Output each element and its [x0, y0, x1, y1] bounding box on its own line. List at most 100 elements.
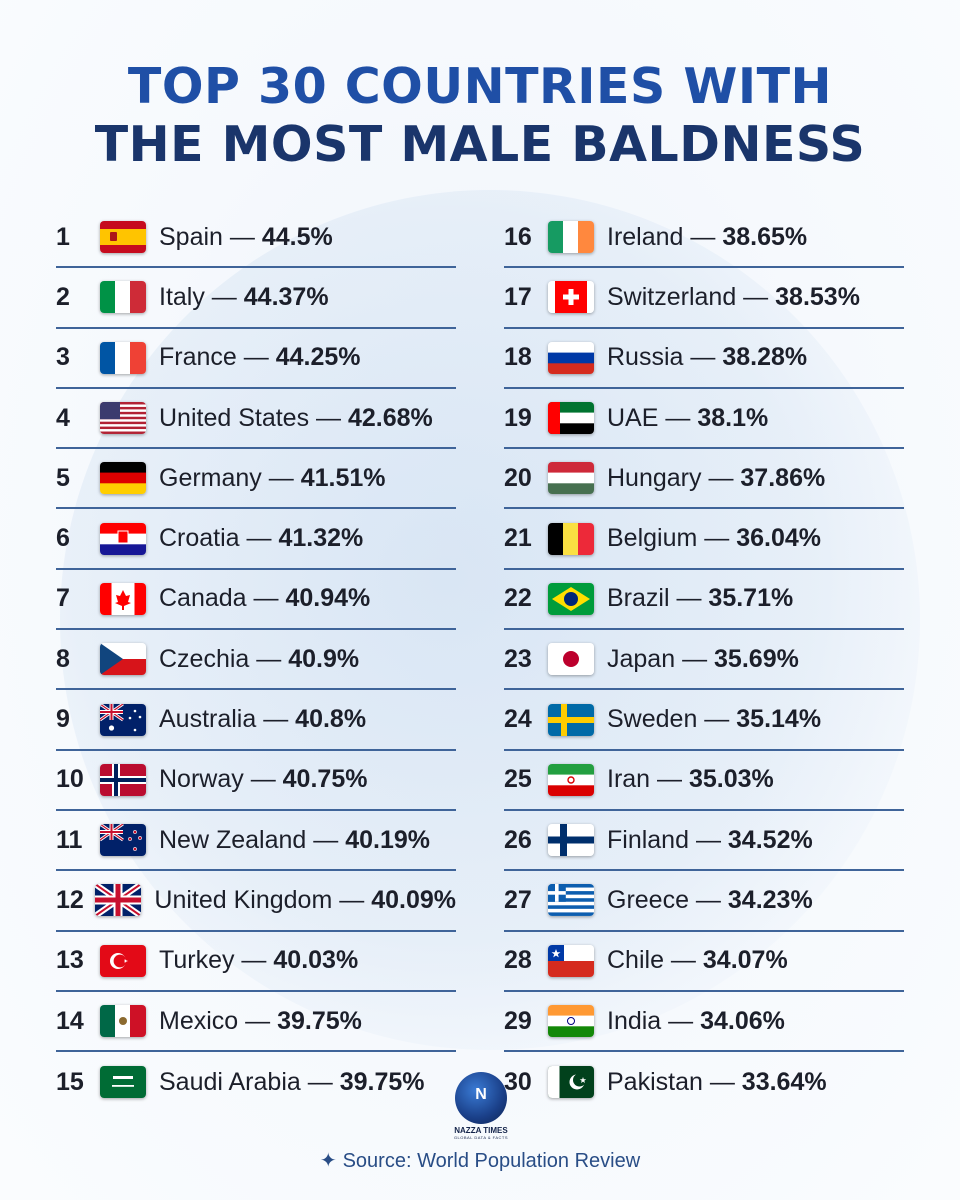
- rank-number: 7: [56, 584, 70, 613]
- country-entry: Switzerland — 38.53%: [607, 283, 860, 312]
- separator-dash: —: [222, 222, 262, 251]
- baldness-percentage: 34.07%: [702, 946, 788, 975]
- rank-number: 16: [504, 222, 532, 251]
- country-name: Switzerland: [607, 282, 737, 311]
- norway-flag-icon: [100, 763, 146, 796]
- belgium-flag-icon: [548, 522, 594, 555]
- pakistan-flag-icon: [548, 1066, 594, 1099]
- right-ranking-list: 16 Ireland — 38.65% 17 Switzerland — 38.53%…: [504, 208, 904, 1112]
- ranking-row: 13 Turkey — 40.03%: [56, 932, 456, 992]
- japan-flag-icon: [548, 643, 594, 676]
- brazil-flag-icon: [548, 582, 594, 615]
- ranking-row: 14 Mexico — 39.75%: [56, 992, 456, 1053]
- ranking-row: 9 Australia — 40.8%: [56, 690, 456, 751]
- country-name: Mexico: [159, 1006, 239, 1035]
- switzerland-flag-icon: [548, 281, 594, 314]
- ranking-row: 19 UAE — 38.1%: [504, 389, 904, 450]
- country-name: Italy: [159, 282, 205, 311]
- separator-dash: —: [658, 403, 698, 432]
- country-entry: Pakistan — 33.64%: [607, 1068, 827, 1097]
- country-entry: Sweden — 35.14%: [607, 705, 821, 734]
- separator-dash: —: [239, 524, 279, 553]
- country-name: Chile: [607, 946, 664, 975]
- country-entry: Norway — 40.75%: [159, 765, 367, 794]
- country-name: India: [607, 1006, 662, 1035]
- uae-flag-icon: [548, 402, 594, 435]
- country-entry: United States — 42.68%: [159, 404, 433, 433]
- separator-dash: —: [300, 1067, 340, 1096]
- baldness-percentage: 44.25%: [275, 343, 361, 372]
- sweden-flag-icon: [548, 703, 594, 736]
- country-name: Spain: [159, 222, 223, 251]
- country-name: Finland: [607, 825, 689, 854]
- russia-flag-icon: [548, 341, 594, 374]
- ranking-row: 8 Czechia — 40.9%: [56, 630, 456, 691]
- baldness-percentage: 38.65%: [722, 222, 808, 251]
- country-entry: Germany — 41.51%: [159, 464, 386, 493]
- separator-dash: —: [204, 282, 244, 311]
- separator-dash: —: [246, 584, 286, 613]
- ranking-row: 11 New Zealand — 40.19%: [56, 811, 456, 872]
- ranking-row: 7 Canada — 40.94%: [56, 570, 456, 631]
- separator-dash: —: [688, 885, 728, 914]
- rank-number: 18: [504, 343, 532, 372]
- separator-dash: —: [332, 885, 372, 914]
- country-entry: Spain — 44.5%: [159, 223, 333, 252]
- country-entry: Croatia — 41.32%: [159, 524, 363, 553]
- ranking-row: 28 Chile — 34.07%: [504, 932, 904, 992]
- country-entry: Czechia — 40.9%: [159, 645, 359, 674]
- rank-number: 15: [56, 1067, 84, 1096]
- rank-number: 23: [504, 644, 532, 673]
- rank-number: 25: [504, 765, 532, 794]
- source-note: ✦ Source: World Population Review: [0, 1148, 960, 1173]
- ranking-row: 1 Spain — 44.5%: [56, 208, 456, 269]
- baldness-percentage: 35.14%: [736, 705, 822, 734]
- sparkle-icon: ✦: [319, 1150, 337, 1172]
- united-states-flag-icon: [100, 402, 146, 435]
- ranking-row: 20 Hungary — 37.86%: [504, 449, 904, 510]
- title-line-2: THE MOST MALE BALDNESS: [94, 116, 866, 173]
- country-name: UAE: [607, 403, 659, 432]
- saudi-arabia-flag-icon: [100, 1066, 146, 1099]
- separator-dash: —: [675, 644, 715, 673]
- baldness-percentage: 40.03%: [273, 946, 359, 975]
- separator-dash: —: [669, 584, 709, 613]
- background-globe-image: [60, 190, 920, 1050]
- ranking-row: 27 Greece — 34.23%: [504, 871, 904, 932]
- czechia-flag-icon: [100, 643, 146, 676]
- rank-number: 12: [56, 885, 84, 914]
- spain-flag-icon: [100, 221, 146, 254]
- separator-dash: —: [661, 1006, 701, 1035]
- country-entry: United Kingdom — 40.09%: [154, 886, 456, 915]
- united-kingdom-flag-icon: [95, 884, 142, 917]
- country-name: Croatia: [159, 524, 240, 553]
- baldness-percentage: 40.9%: [288, 644, 360, 673]
- page-title: TOP 30 COUNTRIES WITH THE MOST MALE BALD…: [0, 58, 960, 174]
- baldness-percentage: 38.1%: [697, 403, 769, 432]
- rank-number: 9: [56, 705, 70, 734]
- baldness-percentage: 39.75%: [277, 1006, 362, 1035]
- baldness-percentage: 36.04%: [736, 524, 822, 553]
- logo-tagline: GLOBAL DATA & FACTS: [453, 1135, 509, 1140]
- rank-number: 22: [504, 584, 532, 613]
- ranking-row: 12 United Kingdom — 40.09%: [56, 871, 456, 932]
- canada-flag-icon: [100, 582, 146, 615]
- country-name: Saudi Arabia: [159, 1067, 301, 1096]
- baldness-percentage: 35.69%: [714, 644, 799, 673]
- rank-number: 6: [56, 524, 70, 553]
- rank-number: 19: [504, 403, 532, 432]
- baldness-percentage: 39.75%: [339, 1067, 425, 1096]
- separator-dash: —: [702, 1067, 742, 1096]
- title-line-1: TOP 30 COUNTRIES WITH: [127, 58, 833, 115]
- baldness-percentage: 40.19%: [345, 825, 431, 854]
- country-name: France: [159, 343, 237, 372]
- separator-dash: —: [234, 946, 274, 975]
- country-name: Norway: [159, 765, 244, 794]
- rank-number: 24: [504, 705, 532, 734]
- rank-number: 29: [504, 1006, 532, 1035]
- country-entry: Russia — 38.28%: [607, 343, 807, 372]
- separator-dash: —: [697, 524, 737, 553]
- country-name: New Zealand: [159, 825, 307, 854]
- separator-dash: —: [238, 1006, 278, 1035]
- ranking-row: 10 Norway — 40.75%: [56, 751, 456, 811]
